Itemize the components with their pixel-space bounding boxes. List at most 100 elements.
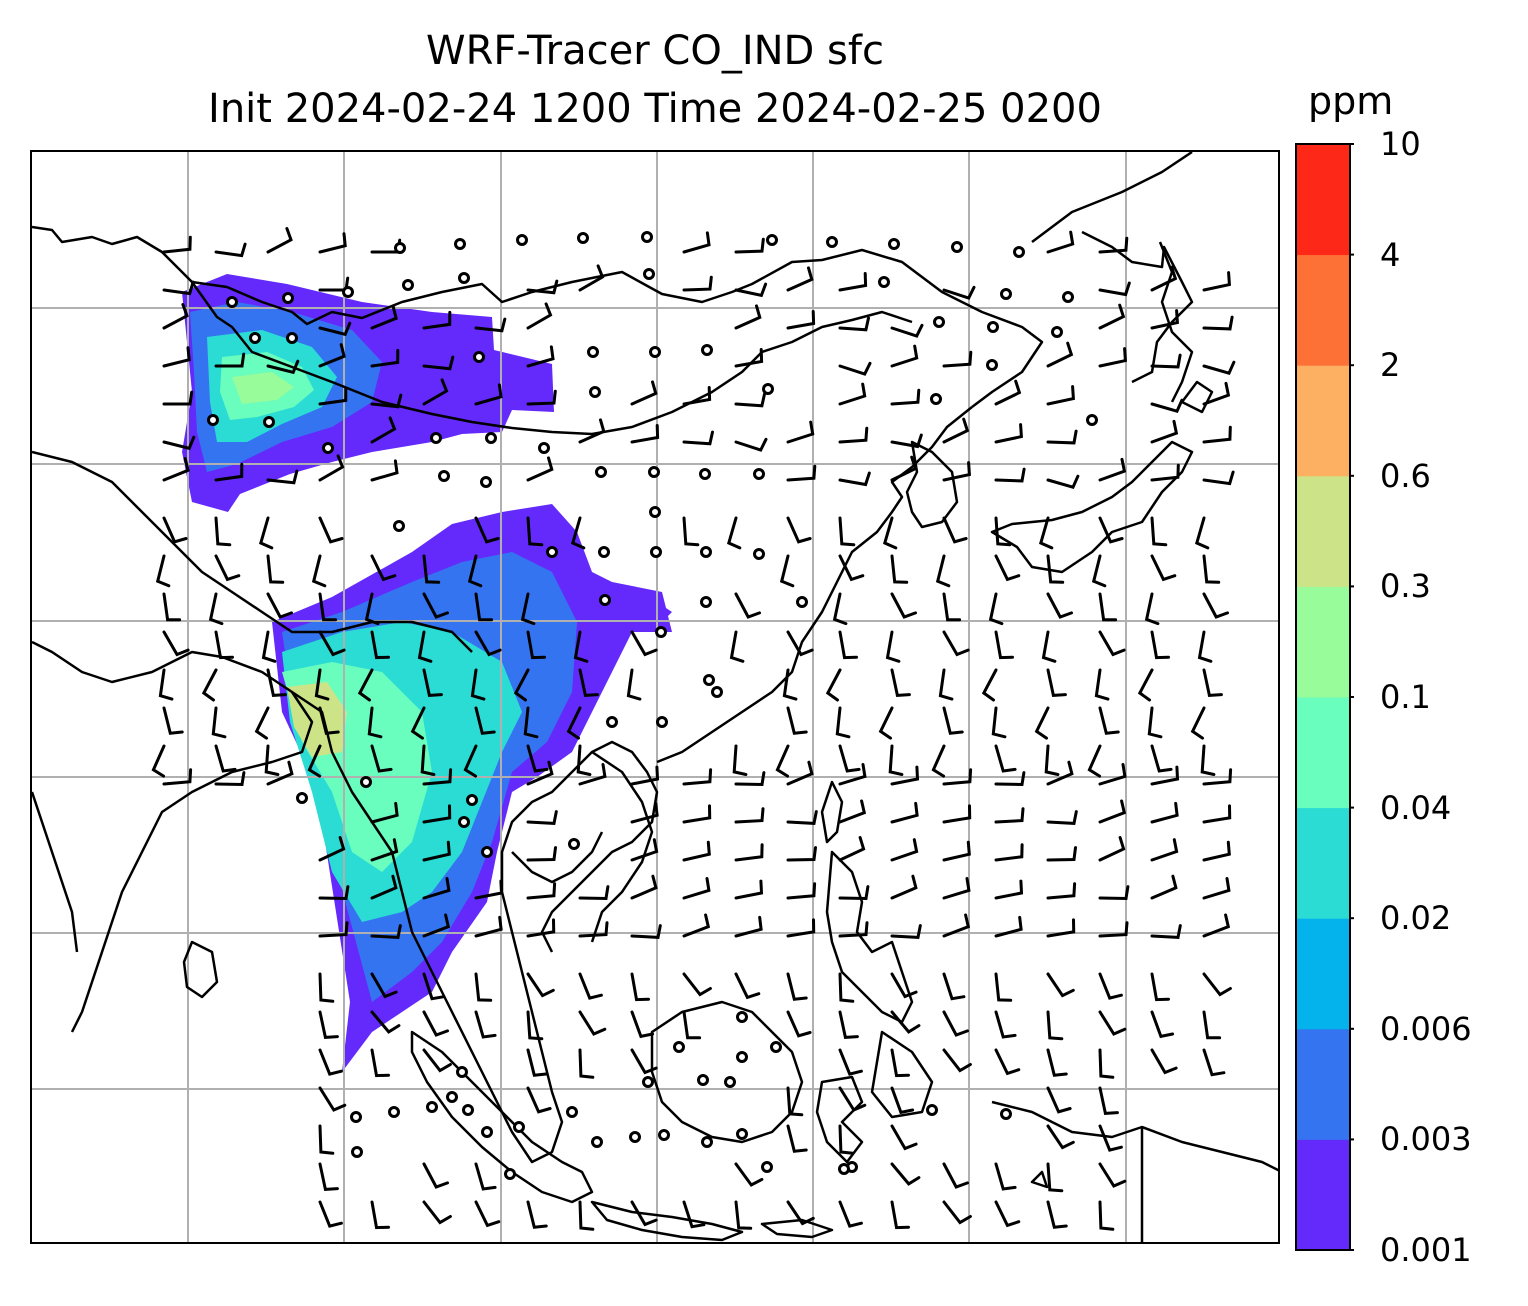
wind-barb (422, 378, 449, 406)
wind-barb (786, 420, 815, 444)
wind-barb (838, 1048, 863, 1076)
wind-barb (890, 1048, 910, 1078)
colorbar-swatch (1296, 475, 1350, 587)
wind-barb (1150, 874, 1178, 900)
wind-barbs (151, 227, 1236, 1231)
wind-barb (526, 302, 553, 330)
wind-barb (526, 516, 544, 547)
wind-barb (1202, 913, 1231, 938)
wind-barb (1150, 924, 1182, 939)
wind-barb (942, 913, 971, 938)
wind-barb (1202, 360, 1236, 376)
wind-barb (526, 1010, 544, 1041)
wind-barb (422, 877, 451, 900)
wind-barb (630, 801, 659, 824)
calm-wind-circle (648, 466, 660, 478)
wind-barb (318, 1048, 343, 1076)
wind-barb (994, 1162, 1017, 1191)
calm-wind-circle (595, 466, 607, 478)
wind-barb (266, 469, 299, 485)
calm-wind-circle (342, 286, 354, 298)
wind-barb (734, 843, 764, 862)
wind-barb (630, 1048, 658, 1075)
calm-wind-circle (263, 416, 275, 428)
wind-barb (630, 838, 659, 862)
wind-barb (838, 744, 861, 773)
wind-barb (994, 843, 1024, 862)
wind-barb (370, 924, 402, 939)
calm-wind-circle (207, 414, 219, 426)
wind-barb (1202, 425, 1232, 444)
calm-wind-circle (1062, 291, 1074, 303)
wind-barb (474, 1162, 497, 1191)
wind-barb (364, 592, 380, 626)
calm-wind-circle (1000, 1108, 1012, 1120)
wind-barb (1087, 744, 1102, 778)
wind-barb (467, 554, 483, 588)
coast-mindanao (870, 1030, 934, 1119)
wind-barb (158, 668, 174, 701)
wind-barb (786, 1200, 815, 1226)
wind-barb (734, 592, 761, 619)
wind-barb (266, 592, 293, 619)
wind-barb (981, 668, 998, 702)
coast-sumatra (410, 1030, 594, 1204)
wind-barb (626, 668, 642, 701)
calm-wind-circle (591, 1136, 603, 1148)
wind-barb (1044, 744, 1060, 776)
calm-wind-circle (711, 686, 723, 698)
wind-barb (888, 744, 904, 776)
wind-barb (474, 592, 494, 622)
wind-barb (367, 706, 383, 739)
wind-barb (1046, 810, 1078, 825)
coast-china-east (656, 406, 973, 764)
coast-lesser-sunda (760, 1218, 834, 1239)
wind-barb (576, 744, 592, 776)
wind-barb (1150, 744, 1173, 773)
wind-barb (838, 1124, 855, 1155)
calm-wind-circle (930, 393, 942, 405)
wind-barb (526, 760, 554, 786)
wind-barb (682, 840, 711, 862)
calm-wind-circle (599, 594, 611, 606)
calm-wind-circle (513, 1121, 525, 1133)
wind-barb (1150, 1010, 1175, 1039)
wind-barb (214, 744, 237, 773)
wind-barb (682, 972, 712, 997)
coast-new-guinea (991, 1100, 1278, 1172)
chart-title: WRF-Tracer CO_IND sfc (426, 28, 884, 74)
calm-wind-circle (546, 546, 558, 558)
wind-barb (311, 554, 327, 588)
wind-barb (578, 668, 599, 697)
wind-barb (1046, 1124, 1075, 1150)
colorbar-swatch (1296, 807, 1350, 919)
wind-barb (318, 1086, 347, 1112)
wind-barb (1147, 706, 1163, 739)
wind-barb (474, 915, 503, 938)
wind-barb (422, 1010, 449, 1037)
calm-wind-circle (658, 1129, 670, 1141)
wind-barb (1046, 668, 1067, 697)
wind-barb (994, 771, 1026, 787)
wind-barb (890, 592, 917, 619)
coast-korea (905, 440, 959, 529)
wind-barb (1098, 281, 1131, 297)
wind-barb (734, 807, 765, 824)
wind-barb (682, 913, 711, 938)
colorbar-swatch (1296, 918, 1350, 1030)
wind-barb (1098, 592, 1118, 622)
wind-barb (786, 810, 818, 825)
wind-barb (1046, 1048, 1068, 1077)
colorbar-tick-label: 4 (1380, 235, 1401, 274)
wind-barb (786, 846, 817, 862)
wind-barb (994, 379, 1022, 406)
wind-barb (254, 706, 270, 740)
border-himalaya (32, 450, 473, 653)
calm-wind-circle (456, 1066, 468, 1078)
wind-barb (942, 877, 971, 900)
wind-barb (786, 516, 812, 544)
coast-indochina (291, 690, 659, 1164)
wind-barb (1150, 265, 1178, 292)
wind-barb (1038, 516, 1054, 550)
colorbar-tick-label: 0.02 (1380, 899, 1452, 938)
